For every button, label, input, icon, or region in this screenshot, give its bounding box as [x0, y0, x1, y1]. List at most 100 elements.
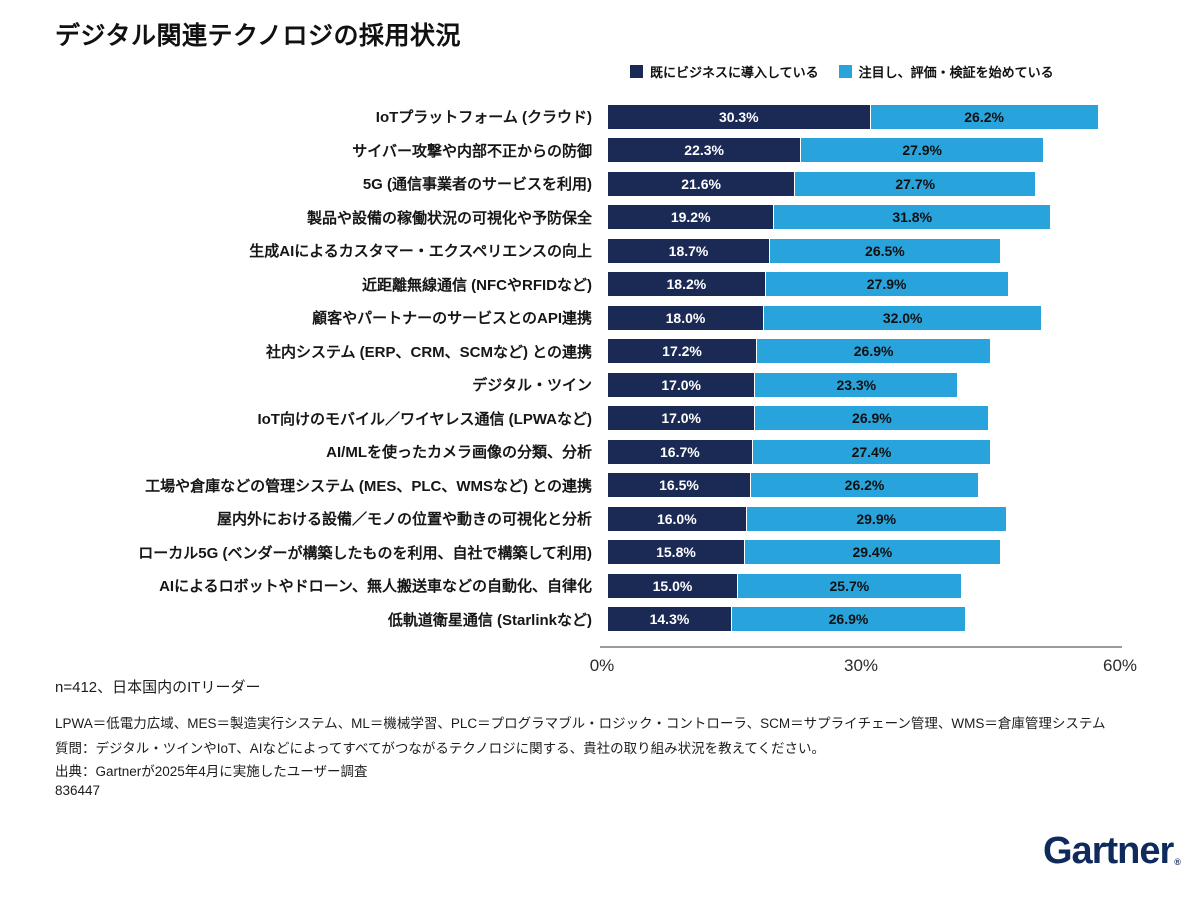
registered-trademark-icon: ® [1174, 857, 1181, 867]
bar-value-label: 14.3% [649, 611, 690, 628]
bar-value-label: 26.9% [853, 343, 894, 360]
bar-segment-adopted: 15.8% [608, 540, 745, 565]
bar-segment-adopted: 18.0% [608, 305, 764, 330]
bar-track: 17.0% 23.3% [608, 372, 1128, 397]
x-axis-line [600, 646, 1122, 648]
bar-segment-adopted: 16.5% [608, 473, 751, 498]
bar-value-label: 26.9% [852, 410, 892, 427]
bar-value-label: 27.7% [895, 175, 936, 192]
bar-segment-adopted: 17.0% [608, 406, 756, 431]
bar-track: 16.7% 27.4% [608, 439, 1128, 464]
chart-row: ローカル5G (ベンダーが構築したものを利用、自社で構築して利用) 15.8% 29… [55, 536, 1145, 570]
bar-value-label: 16.7% [660, 443, 700, 460]
legend-swatch-evaluating [838, 65, 852, 78]
bar-segment-adopted: 19.2% [608, 205, 775, 230]
legend-item-adopted: 既にビジネスに導入している [630, 62, 819, 81]
bar-segment-adopted: 21.6% [608, 171, 796, 196]
chart-row: AI/MLを使ったカメラ画像の分類、分析 16.7% 27.4% [55, 435, 1145, 469]
bar-segment-evaluating: 26.9% [757, 339, 991, 364]
chart-row: サイバー攻撃や内部不正からの防御 22.3% 27.9% [55, 134, 1145, 168]
bar-segment-evaluating: 29.4% [744, 540, 1000, 565]
gartner-logo-text: Gartner [1043, 830, 1174, 872]
footer-question: 質問：デジタル・ツインやIoT、AIなどによってすべてがつながるテクノロジに関す… [55, 741, 826, 756]
chart-legend: 既にビジネスに導入している 注目し、評価・検証を始めている [630, 62, 1054, 81]
bar-segment-adopted: 17.0% [608, 372, 756, 397]
bar-track: 17.0% 26.9% [608, 406, 1128, 431]
bar-segment-evaluating: 27.7% [795, 171, 1036, 196]
legend-label-adopted: 既にビジネスに導入している [650, 65, 819, 80]
bar-value-label: 18.0% [665, 309, 706, 326]
bar-value-label: 26.2% [844, 477, 885, 494]
bar-segment-adopted: 17.2% [608, 339, 758, 364]
bar-segment-evaluating: 26.9% [731, 607, 966, 632]
bar-track: 17.2% 26.9% [608, 339, 1128, 364]
chart-row: 顧客やパートナーのサービスとのAPI連携 18.0% 32.0% [55, 301, 1145, 335]
bar-track: 18.7% 26.5% [608, 238, 1128, 263]
bar-value-label: 16.5% [659, 477, 699, 494]
category-label: 5G (通信事業者のサービスを利用) [362, 176, 592, 194]
chart-row: 近距離無線通信 (NFCやRFIDなど) 18.2% 27.9% [55, 268, 1145, 302]
category-label: 低軌道衛星通信 (Starlinkなど) [387, 611, 592, 629]
x-tick-0: 0% [589, 656, 615, 675]
bar-value-label: 27.9% [902, 142, 943, 159]
bar-value-label: 26.2% [964, 108, 1004, 125]
bar-value-label: 22.3% [684, 142, 724, 159]
bar-value-label: 26.9% [828, 611, 869, 628]
category-label: ローカル5G (ベンダーが構築したものを利用、自社で構築して利用) [138, 544, 592, 562]
bar-segment-adopted: 30.3% [608, 104, 871, 129]
bar-value-label: 23.3% [836, 376, 877, 393]
chart-row: 低軌道衛星通信 (Starlinkなど) 14.3% 26.9% [55, 603, 1145, 637]
category-label: 生成AIによるカスタマー・エクスペリエンスの向上 [249, 243, 592, 261]
bar-value-label: 18.2% [666, 276, 707, 293]
category-label: サイバー攻撃や内部不正からの防御 [352, 142, 592, 160]
bar-track: 19.2% 31.8% [608, 205, 1128, 230]
category-label: IoTプラットフォーム (クラウド) [375, 109, 592, 127]
bar-segment-evaluating: 32.0% [764, 305, 1042, 330]
bar-value-label: 18.7% [668, 242, 709, 259]
gartner-logo: Gartner® [1043, 830, 1181, 873]
bar-value-label: 30.3% [718, 108, 759, 125]
bar-segment-evaluating: 29.9% [746, 506, 1006, 531]
chart-row: 生成AIによるカスタマー・エクスペリエンスの向上 18.7% 26.5% [55, 234, 1145, 268]
chart-row: 屋内外における設備／モノの位置や動きの可視化と分析 16.0% 29.9% [55, 502, 1145, 536]
category-label: 社内システム (ERP、CRM、SCMなど) との連携 [265, 343, 592, 361]
x-tick-60: 60% [1102, 656, 1138, 675]
bar-value-label: 16.0% [656, 510, 697, 527]
bar-value-label: 27.9% [866, 276, 907, 293]
chart-row: デジタル・ツイン 17.0% 23.3% [55, 368, 1145, 402]
chart-row: IoTプラットフォーム (クラウド) 30.3% 26.2% [55, 100, 1145, 134]
chart-row: 工場や倉庫などの管理システム (MES、PLC、WMSなど) との連携 16.5%… [55, 469, 1145, 503]
bar-value-label: 19.2% [670, 209, 711, 226]
chart-row: AIによるロボットやドローン、無人搬送車などの自動化、自律化 15.0% 25.7% [55, 569, 1145, 603]
bar-value-label: 25.7% [829, 577, 870, 594]
bar-value-label: 17.0% [661, 376, 702, 393]
category-label: 屋内外における設備／モノの位置や動きの可視化と分析 [216, 511, 592, 529]
bar-segment-evaluating: 27.4% [752, 439, 991, 464]
bar-segment-evaluating: 26.9% [755, 406, 989, 431]
chart-row: 5G (通信事業者のサービスを利用) 21.6% 27.7% [55, 167, 1145, 201]
category-label: 近距離無線通信 (NFCやRFIDなど) [362, 276, 592, 294]
category-label: 製品や設備の稼働状況の可視化や予防保全 [306, 209, 592, 227]
category-label: AIによるロボットやドローン、無人搬送車などの自動化、自律化 [159, 578, 592, 596]
page-title: デジタル関連テクノロジの採用状況 [55, 22, 462, 50]
bar-track: 14.3% 26.9% [608, 607, 1128, 632]
bar-segment-adopted: 18.2% [608, 272, 766, 297]
legend-item-evaluating: 注目し、評価・検証を始めている [838, 62, 1054, 81]
bar-value-label: 32.0% [882, 309, 923, 326]
bar-segment-adopted: 16.7% [608, 439, 753, 464]
bar-value-label: 15.8% [656, 544, 696, 561]
category-label: デジタル・ツイン [472, 377, 592, 395]
bar-segment-adopted: 15.0% [608, 573, 738, 598]
chart-row: 製品や設備の稼働状況の可視化や予防保全 19.2% 31.8% [55, 201, 1145, 235]
bar-value-label: 21.6% [681, 175, 721, 192]
bar-segment-evaluating: 26.2% [870, 104, 1098, 129]
bar-value-label: 15.0% [652, 577, 693, 594]
bar-segment-evaluating: 31.8% [774, 205, 1050, 230]
bar-value-label: 29.4% [852, 544, 893, 561]
bar-value-label: 27.4% [851, 443, 892, 460]
footer-abbreviations: LPWA＝低電力広域、MES＝製造実行システム、ML＝機械学習、PLC＝プログラ… [55, 716, 1106, 731]
bar-segment-adopted: 18.7% [608, 238, 771, 263]
bar-segment-adopted: 22.3% [608, 138, 802, 163]
footer-doc-id: 836447 [55, 783, 101, 798]
bar-track: 30.3% 26.2% [608, 104, 1128, 129]
